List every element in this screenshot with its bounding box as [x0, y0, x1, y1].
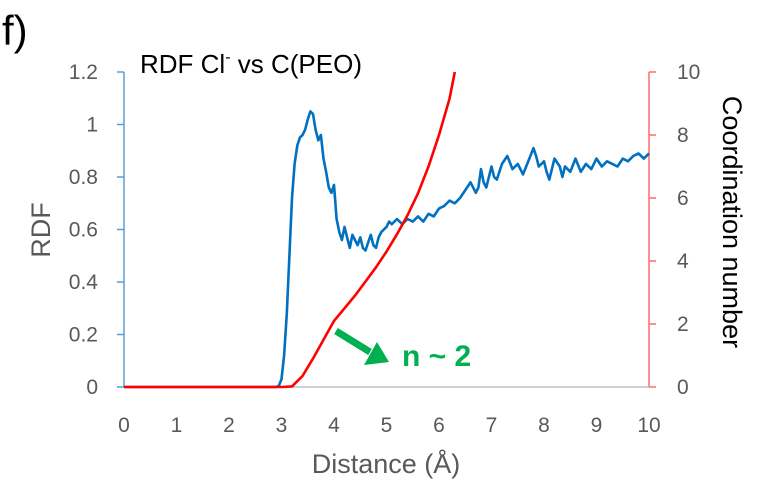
y-tick-label: 0.2 — [69, 324, 98, 347]
y2-tick-label: 0 — [677, 376, 689, 399]
y-tick-label: 0.4 — [69, 271, 99, 294]
axis-ticks: 0 1 2 3 4 5 6 7 8 9 10 0 0.2 0.4 0.6 0.8 1 1.2 0 2 4 6 8 10 — [69, 61, 701, 437]
x-tick-label: 9 — [591, 414, 603, 437]
y2-tick-label: 6 — [677, 187, 689, 210]
chart-title-rest: vs C(PEO) — [231, 49, 362, 79]
y-tick-label: 0.8 — [69, 166, 98, 189]
y-tick-label: 1 — [86, 114, 98, 137]
x-tick-label: 4 — [328, 414, 340, 437]
x-tick-label: 5 — [381, 414, 393, 437]
y-tick-label: 0.6 — [69, 219, 98, 242]
panel-label: f) — [2, 7, 28, 54]
y-tick-label: 1.2 — [69, 61, 98, 84]
annotation-label: n ~ 2 — [402, 340, 471, 373]
x-tick-label: 3 — [276, 414, 288, 437]
x-tick-label: 0 — [118, 414, 130, 437]
x-tick-label: 8 — [538, 414, 550, 437]
y2-tick-label: 10 — [677, 61, 700, 84]
chart-title-main: RDF Cl — [140, 49, 225, 79]
series-line-coordination-number — [124, 71, 457, 389]
x-tick-label: 6 — [433, 414, 445, 437]
annotation-arrow-shaft — [334, 328, 372, 355]
y2-tick-label: 2 — [677, 313, 689, 336]
series-layer — [124, 71, 650, 389]
x-tick-label: 10 — [637, 414, 660, 437]
x-axis-title: Distance (Å) — [312, 448, 461, 479]
y2-tick-label: 4 — [677, 250, 689, 273]
y-tick-label: 0 — [86, 376, 98, 399]
y-axis-title: RDF — [26, 202, 56, 258]
annotation-arrow-head — [364, 342, 389, 365]
chart-title-superscript: - — [225, 49, 230, 66]
annotation-n2: n ~ 2 — [334, 328, 471, 373]
y2-tick-label: 8 — [677, 124, 689, 147]
chart-title: RDF Cl- vs C(PEO) — [140, 49, 362, 79]
x-tick-label: 2 — [223, 414, 235, 437]
series-line-rdf — [124, 110, 650, 389]
y2-axis-title: Coordination number — [717, 96, 747, 348]
x-tick-label: 7 — [486, 414, 498, 437]
x-tick-label: 1 — [171, 414, 183, 437]
